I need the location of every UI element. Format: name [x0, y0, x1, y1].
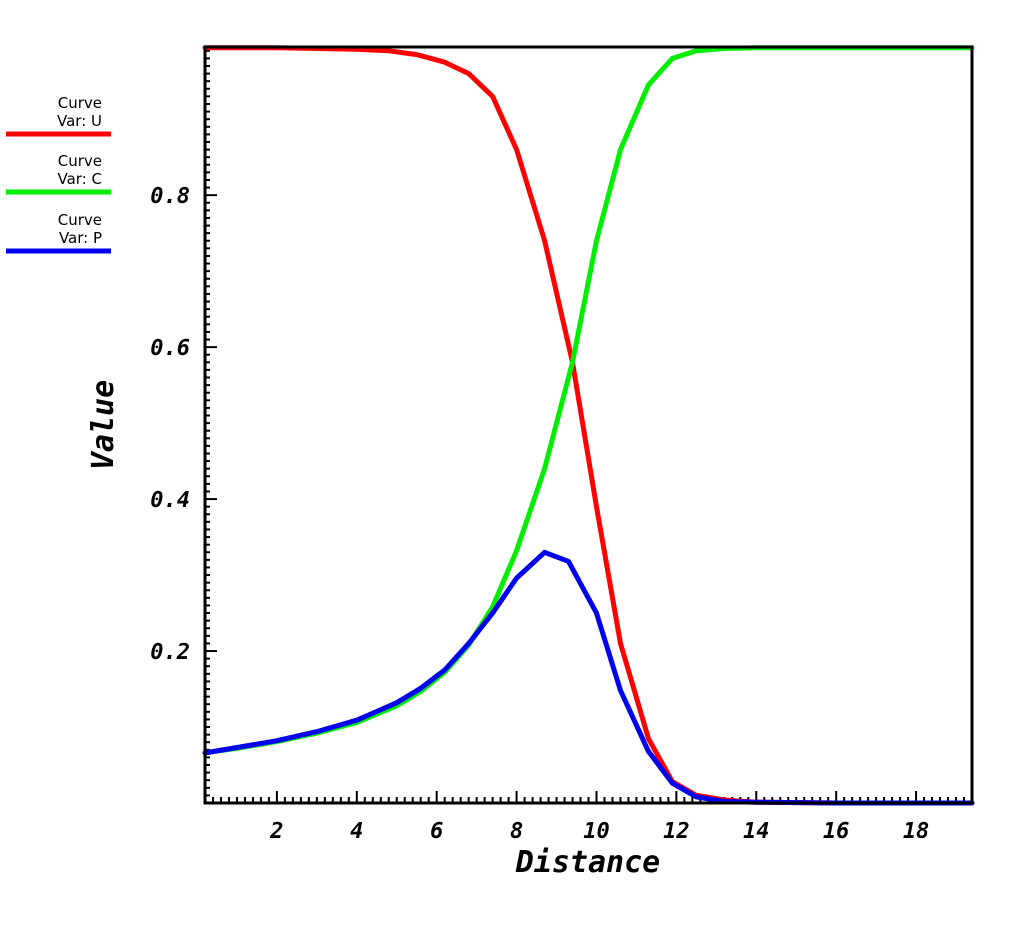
- y-tick-label: 0.6: [150, 336, 190, 361]
- legend-series-name: Var: U: [57, 112, 102, 130]
- y-tick-label: 0.4: [150, 488, 190, 513]
- x-tick-label: 2: [269, 819, 283, 844]
- x-tick-label: 16: [823, 819, 850, 844]
- x-tick-label: 10: [583, 819, 610, 844]
- x-axis-title: Distance: [515, 845, 661, 880]
- legend-header: Curve: [58, 94, 102, 112]
- plot-frame: [203, 45, 974, 805]
- x-tick-label: 12: [663, 819, 690, 844]
- series-lines: [202, 45, 975, 806]
- series-line-3: [202, 549, 975, 806]
- legend-series-name: Var: C: [58, 170, 103, 188]
- tick-labels: 2 4 6 8 10 12 14 16 18 0.2 0.4 0.6 0.8: [150, 184, 929, 844]
- x-tick-label: 14: [743, 819, 770, 844]
- x-tick-label: 4: [350, 819, 363, 844]
- legend-series-name: Var: P: [59, 229, 102, 247]
- legend-header: Curve: [58, 211, 102, 229]
- axis-ticks: [205, 49, 973, 803]
- x-tick-label: 6: [430, 819, 443, 844]
- y-tick-label: 0.2: [150, 640, 190, 665]
- y-axis-title: Value: [86, 380, 121, 470]
- y-tick-label: 0.8: [150, 184, 190, 209]
- series-line-1: [202, 45, 975, 806]
- legend-header: Curve: [58, 152, 102, 170]
- x-tick-label: 18: [903, 819, 930, 844]
- series-line-2: [202, 45, 975, 756]
- x-tick-label: 8: [510, 819, 523, 844]
